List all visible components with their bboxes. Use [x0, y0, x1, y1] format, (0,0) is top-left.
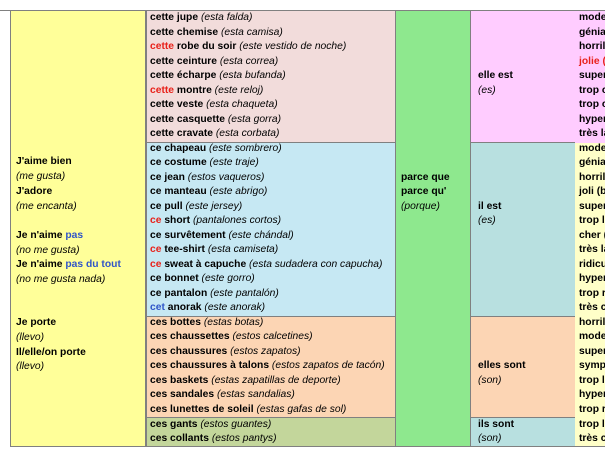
list-item: cette veste (esta chaqueta): [150, 99, 278, 110]
adjective: trop l: [579, 375, 605, 386]
list-item: ces sandales (estas sandalias): [150, 389, 295, 400]
adjectives-text: mode génia horril jolie ( super trop c t…: [575, 10, 605, 447]
adjective: horril: [579, 317, 605, 328]
verb-elle-est-es: (es): [478, 85, 496, 96]
list-item: cette cravate (esta corbata): [150, 128, 280, 139]
adjective: mode: [579, 12, 605, 23]
adjective: hyper: [579, 114, 605, 125]
verb-fem-band: [470, 10, 576, 143]
list-item: ces chaussures (estos zapatos): [150, 346, 301, 357]
opinion-naime-pas: Je n'aime pas: [16, 230, 84, 241]
list-item: cet anorak (este anorak): [150, 302, 266, 313]
verb-il-est: il est: [478, 201, 502, 212]
wear-je-porte: Je porte: [16, 317, 57, 328]
plural-m-band: [146, 417, 396, 447]
opinion-adore: J'adore: [16, 186, 53, 197]
adjective: horril: [579, 172, 605, 183]
list-item: ce costume (este traje): [150, 157, 259, 168]
list-item: cette ceinture (esta correa): [150, 56, 279, 67]
feminine-band: [146, 10, 396, 143]
list-item: ces gants (estos guantes): [150, 419, 272, 430]
adjective: génia: [579, 157, 605, 168]
adjective: super: [579, 70, 605, 81]
list-item: cette jupe (esta falda): [150, 12, 253, 23]
wear-je-porte-es: (llevo): [16, 332, 45, 343]
opinions-column: [10, 10, 146, 447]
because-parce-que: parce que: [401, 172, 450, 183]
adjective: très c: [579, 433, 605, 444]
verb-elles-sont: elles sont: [478, 360, 526, 371]
list-item: ce tee-shirt (esta camiseta): [150, 244, 279, 255]
list-item: ce survêtement (este chándal): [150, 230, 294, 241]
list-item: ce pantalon (este pantalón): [150, 288, 279, 299]
adjective: hyper: [579, 273, 605, 284]
because-column: [395, 10, 471, 447]
adjective: trop l: [579, 419, 605, 430]
adjective: très la: [579, 128, 605, 139]
opinion-naime-pas-du-tout-es: (no me gusta nada): [16, 274, 106, 285]
adjective: super: [579, 201, 605, 212]
list-item: ces chaussettes (estos calcetines): [150, 331, 313, 342]
adjective: horril: [579, 41, 605, 52]
list-item: ces baskets (estas zapatillas de deporte…: [150, 375, 341, 386]
list-item: ce sweat à capuche (esta sudadera con ca…: [150, 259, 383, 270]
list-item: ce short (pantalones cortos): [150, 215, 282, 226]
wear-il-porte: Il/elle/on porte: [16, 347, 86, 358]
list-item: ce chapeau (este sombrero): [150, 143, 282, 154]
verb-ils-sont-es: (son): [478, 433, 502, 444]
adjective: trop r: [579, 288, 605, 299]
list-item: ces chaussures à talons (estos zapatos d…: [150, 360, 385, 371]
because-parce-qu: parce qu': [401, 186, 447, 197]
adjective: ridicu: [579, 259, 605, 270]
adjective: hyper: [579, 389, 605, 400]
adjective: jolie (: [579, 56, 605, 67]
list-item: cette robe du soir (este vestido de noch…: [150, 41, 347, 52]
adjectives-column: [575, 10, 605, 447]
verb-elle-est: elle est: [478, 70, 513, 81]
adjective: très c: [579, 302, 605, 313]
list-item: cette écharpe (esta bufanda): [150, 70, 286, 81]
adjective: trop l: [579, 215, 605, 226]
list-item: cette casquette (esta gorra): [150, 114, 282, 125]
list-item: ce jean (estos vaqueros): [150, 172, 265, 183]
list-item: ces bottes (estas botas): [150, 317, 264, 328]
verb-plm-band: [470, 417, 576, 447]
list-item: ce bonnet (este gorro): [150, 273, 255, 284]
adjective: mode: [579, 331, 605, 342]
opinion-naime-pas-du-tout: Je n'aime pas du tout: [16, 259, 121, 270]
plural-f-band: [146, 316, 396, 418]
list-item: ce manteau (este abrigo): [150, 186, 268, 197]
adjective: génia: [579, 27, 605, 38]
adjective: super: [579, 346, 605, 357]
opinion-adore-es: (me encanta): [16, 201, 77, 212]
adjective: trop c: [579, 85, 605, 96]
verb-masc-band: [470, 142, 576, 317]
list-item: ces lunettes de soleil (estas gafas de s…: [150, 404, 347, 415]
adjective: mode: [579, 143, 605, 154]
adjective: trop r: [579, 404, 605, 415]
opinion-naime-pas-es: (no me gusta): [16, 245, 80, 256]
list-item: cette chemise (esta camisa): [150, 27, 283, 38]
adjective: cher (: [579, 230, 605, 241]
list-item: cette montre (este reloj): [150, 85, 264, 96]
list-item: ce pull (este jersey): [150, 201, 243, 212]
verb-elles-sont-es: (son): [478, 375, 502, 386]
list-item: ces collants (estos pantys): [150, 433, 277, 444]
adjective: très la: [579, 244, 605, 255]
verb-il-est-es: (es): [478, 215, 496, 226]
wear-il-porte-es: (llevo): [16, 361, 45, 372]
adjective: symp: [579, 360, 605, 371]
adjective: trop c: [579, 99, 605, 110]
opinion-aime-bien-es: (me gusta): [16, 171, 66, 182]
adjective: joli (b: [579, 186, 605, 197]
opinion-aime-bien: J'aime bien: [16, 156, 72, 167]
because-es: (porque): [401, 201, 440, 212]
verb-ils-sont: ils sont: [478, 419, 515, 430]
